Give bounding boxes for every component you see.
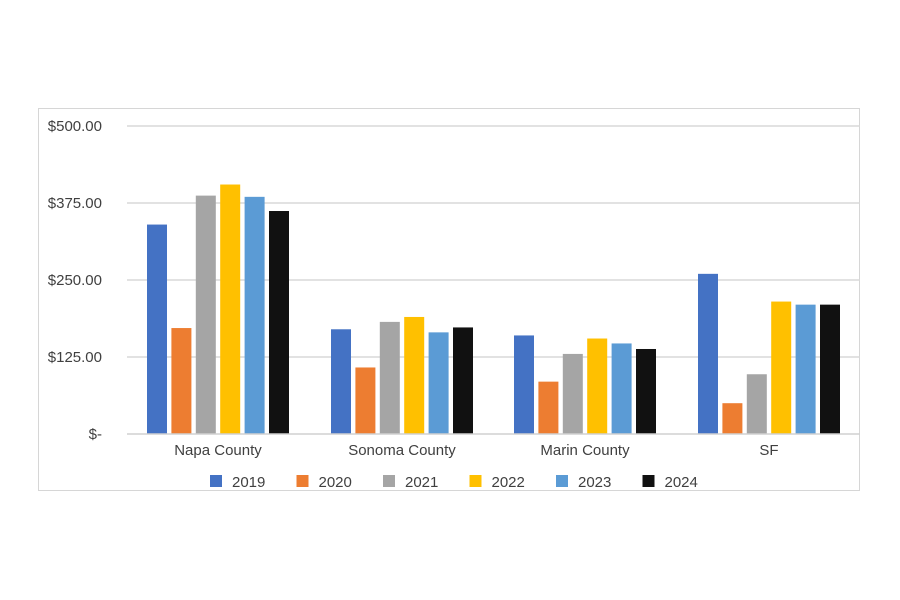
category-label: Marin County (540, 442, 630, 459)
bar-2019-2 (514, 335, 534, 434)
y-tick-label: $375.00 (48, 195, 102, 212)
bar-2021-2 (562, 353, 583, 434)
legend-label: 2019 (232, 474, 265, 491)
bar-2024-1 (453, 327, 473, 434)
bar-2020-0 (171, 328, 192, 434)
legend-label: 2023 (578, 474, 611, 491)
bar-2022-2 (587, 338, 608, 434)
bar-2019-0 (147, 224, 167, 434)
legend: 2019 2020 2021 2022 2023 2024 (210, 474, 698, 491)
legend-label: 2020 (319, 474, 352, 491)
y-tick-label: $125.00 (48, 349, 102, 366)
bar-2020-2 (538, 381, 559, 434)
bar-2023-1 (428, 332, 449, 434)
legend-label: 2021 (405, 474, 438, 491)
bar-2023-0 (244, 196, 265, 434)
bar-2019-1 (331, 329, 351, 434)
legend-label: 2022 (492, 474, 525, 491)
category-label: Sonoma County (348, 442, 456, 459)
bars (147, 184, 840, 434)
x-axis-category-labels: Napa County Sonoma County Marin County SF (174, 442, 778, 459)
category-label: Napa County (174, 442, 262, 459)
y-axis-tick-labels: $- $125.00 $250.00 $375.00 $500.00 (48, 118, 102, 443)
bar-2022-1 (404, 316, 425, 434)
bar-2020-3 (722, 403, 743, 434)
category-label: SF (759, 442, 778, 459)
bar-2024-0 (269, 211, 289, 434)
bar-2024-2 (636, 348, 656, 434)
legend-swatch-2019 (210, 475, 222, 487)
bar-2019-3 (698, 273, 718, 434)
legend-swatch-2024 (642, 475, 655, 487)
legend-swatch-2023 (556, 475, 568, 487)
y-tick-label: $250.00 (48, 272, 102, 289)
bar-2023-3 (795, 304, 816, 434)
legend-swatch-2021 (383, 475, 395, 487)
y-tick-label: $500.00 (48, 118, 102, 135)
bar-2022-0 (220, 184, 241, 434)
legend-label: 2024 (665, 474, 698, 491)
bar-2022-3 (771, 301, 792, 434)
bar-2024-3 (820, 304, 840, 434)
bar-2021-1 (379, 321, 400, 434)
legend-swatch-2020 (296, 475, 309, 487)
legend-swatch-2022 (469, 475, 482, 487)
y-tick-label: $- (89, 426, 102, 443)
bar-2021-0 (195, 195, 216, 434)
bar-2021-3 (746, 374, 767, 434)
bar-2023-2 (611, 343, 632, 434)
bar-2020-1 (355, 367, 376, 434)
